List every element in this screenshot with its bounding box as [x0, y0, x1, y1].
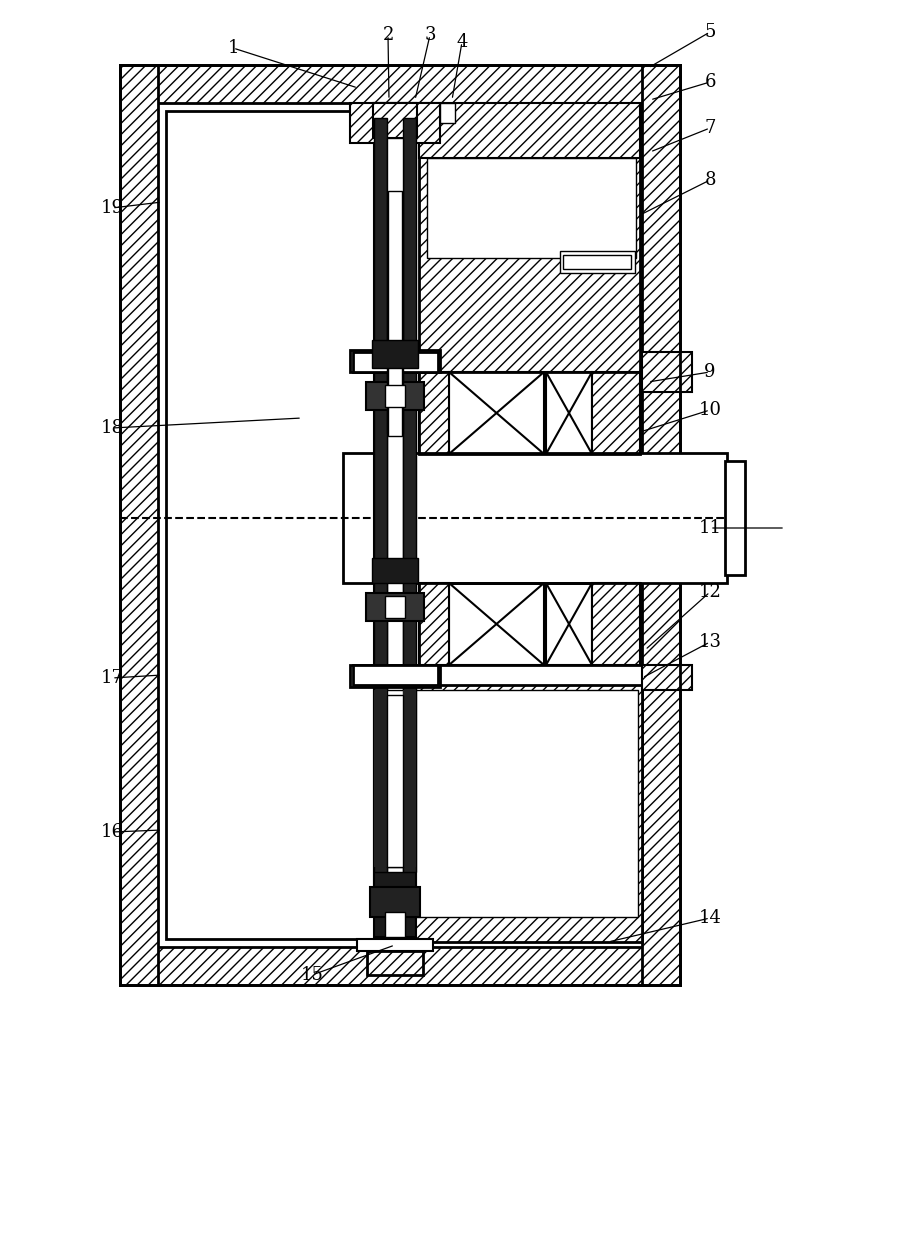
Bar	[415, 689, 638, 917]
Bar	[642, 65, 680, 985]
Text: 15: 15	[300, 965, 323, 984]
Bar	[350, 102, 440, 142]
Bar	[440, 102, 455, 122]
Bar	[370, 887, 420, 917]
Bar	[385, 596, 405, 618]
Bar	[592, 583, 640, 664]
Text: 13: 13	[698, 633, 721, 651]
Bar	[353, 352, 438, 372]
Bar	[350, 664, 440, 687]
Bar	[449, 372, 544, 453]
Bar	[546, 372, 592, 453]
Bar	[120, 65, 680, 102]
Bar	[449, 583, 544, 664]
Text: 2: 2	[382, 26, 393, 44]
Bar	[387, 117, 403, 872]
Text: 12: 12	[698, 583, 721, 601]
Text: 11: 11	[698, 520, 721, 537]
Bar	[366, 382, 424, 410]
Bar	[372, 558, 418, 583]
Text: 7: 7	[705, 119, 716, 137]
Text: 4: 4	[456, 32, 468, 51]
Bar	[385, 912, 405, 937]
Bar	[166, 111, 374, 939]
Text: 5: 5	[705, 22, 716, 41]
Bar	[374, 684, 416, 902]
Bar	[388, 191, 402, 436]
Bar	[419, 372, 449, 453]
Bar	[419, 102, 640, 403]
Bar	[387, 137, 403, 194]
Text: 16: 16	[100, 823, 123, 841]
Bar	[592, 372, 640, 453]
Bar	[560, 251, 635, 274]
Bar	[343, 453, 727, 583]
Text: 17: 17	[100, 669, 123, 687]
Bar	[366, 593, 424, 621]
Bar	[387, 694, 403, 867]
Bar	[419, 583, 640, 664]
Bar	[642, 664, 692, 689]
Bar	[419, 102, 640, 159]
Bar	[357, 939, 433, 950]
Text: 19: 19	[100, 199, 123, 217]
Text: 9: 9	[705, 363, 716, 381]
Bar	[427, 159, 636, 259]
Bar	[387, 194, 403, 433]
Bar	[374, 689, 387, 867]
Bar	[374, 117, 387, 872]
Bar	[403, 117, 416, 872]
Bar	[372, 340, 418, 368]
Bar	[120, 65, 158, 985]
Bar	[563, 255, 631, 269]
Text: 14: 14	[698, 909, 721, 927]
Bar	[725, 461, 745, 575]
Bar	[403, 689, 416, 867]
Bar	[419, 372, 640, 453]
Bar	[120, 947, 680, 985]
Text: 18: 18	[100, 418, 123, 437]
Bar	[419, 583, 449, 664]
Text: 8: 8	[705, 171, 716, 189]
Text: 1: 1	[227, 39, 239, 57]
Text: 3: 3	[425, 26, 436, 44]
Bar	[350, 350, 440, 372]
Bar	[353, 664, 438, 684]
Text: 6: 6	[705, 72, 716, 91]
Bar	[120, 65, 680, 985]
Text: 10: 10	[698, 401, 721, 418]
Bar	[374, 102, 416, 937]
Bar	[367, 950, 423, 975]
Bar	[642, 352, 692, 392]
Bar	[397, 684, 642, 942]
Bar	[385, 385, 405, 407]
Bar	[387, 689, 403, 867]
Bar	[373, 102, 417, 137]
Bar	[546, 583, 592, 664]
